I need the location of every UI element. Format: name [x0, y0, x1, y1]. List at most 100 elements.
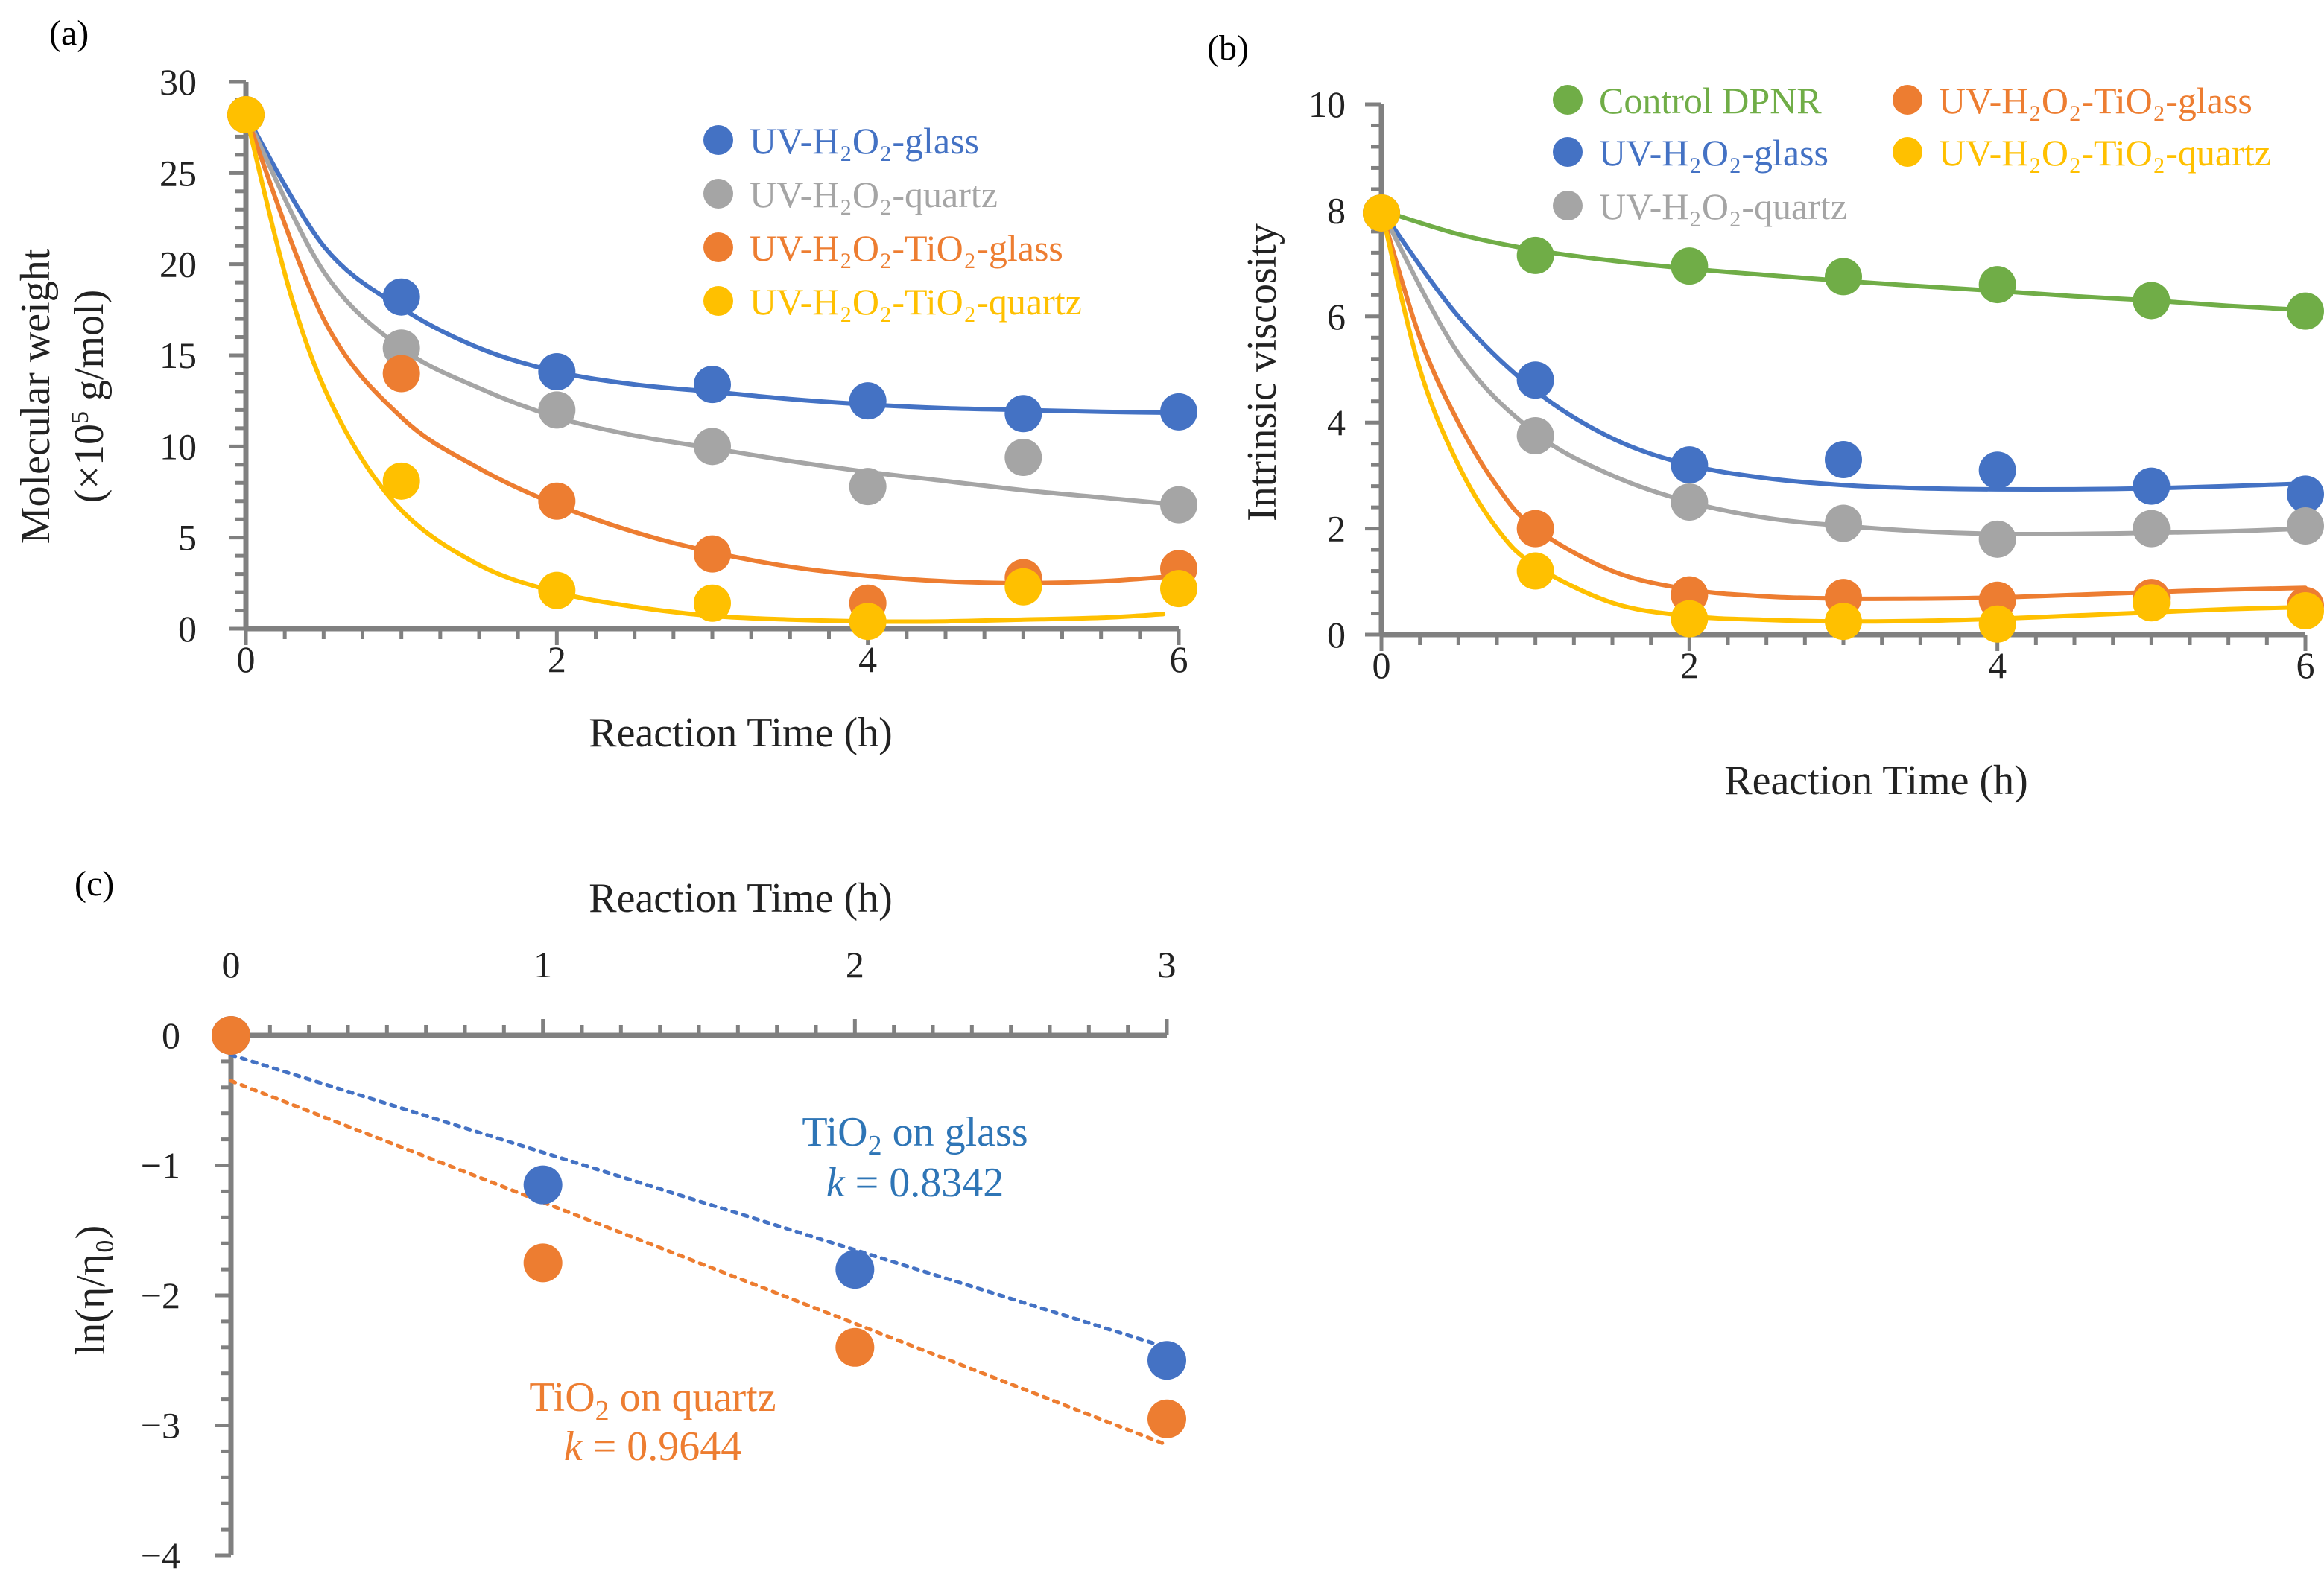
- point-b-glass: [1671, 446, 1709, 484]
- point-b-tio2_quartz: [1363, 194, 1400, 232]
- annotation-glass-k: k = 0.8342: [826, 1160, 1004, 1206]
- legend-a-glass-label: UV-H₂O₂-glass: [750, 120, 979, 162]
- panel-a-ylabel-sup: 5: [66, 411, 94, 424]
- annotation-glass-name-suffix: on glass: [882, 1109, 1028, 1155]
- panel-c: (c) Reaction Time (h) 0 1 2 3 0 −1 −2 −3 −4 ln(η…: [68, 864, 1186, 1571]
- panel-c-x-tick-label: 3: [1158, 944, 1177, 986]
- panel-c-ylabel: ln(η/η₀): [68, 1225, 114, 1356]
- point-b-glass: [1516, 361, 1554, 399]
- panel-b-x-tick-label: 6: [2296, 644, 2315, 686]
- point-b-tio2_quartz: [1671, 600, 1709, 638]
- point-b-tio2_quartz: [1978, 605, 2016, 643]
- panel-c-x-tick-label: 2: [846, 944, 864, 986]
- annotation-glass-name: TiO2 on glass: [802, 1109, 1028, 1161]
- annotation-quartz-k-label: k: [564, 1424, 583, 1470]
- fit-curve-b-tio2_quartz: [1379, 208, 2308, 624]
- legend-a-tio2-glass-marker: [703, 232, 733, 262]
- panel-b-y-tick-label: 0: [1327, 614, 1346, 656]
- panel-a-tick-labels: 0 2 4 6 0 5 10 15 20 25 30: [159, 61, 1188, 680]
- annotation-quartz-k-value: = 0.9644: [583, 1424, 742, 1470]
- point-a-tio2_quartz: [1004, 568, 1042, 606]
- point-c-quartz: [212, 1016, 250, 1055]
- point-b-quartz: [1516, 417, 1554, 454]
- point-b-quartz: [1671, 483, 1709, 521]
- panel-c-data-points: [212, 1016, 1186, 1438]
- point-a-tio2_quartz: [849, 603, 887, 641]
- panel-c-trendlines: [229, 1053, 1169, 1447]
- annotation-quartz-name-suffix: on quartz: [610, 1374, 776, 1421]
- legend-b-glass-label: UV-H₂O₂-glass: [1599, 132, 1829, 174]
- panel-c-x-tick-label: 1: [533, 944, 552, 986]
- panel-a-legend: UV-H₂O₂-glass UV-H₂O₂-quartz UV-H₂O₂-TiO…: [703, 120, 1082, 323]
- point-b-control: [2133, 282, 2171, 320]
- point-a-tio2_quartz: [382, 462, 420, 500]
- legend-a-glass-marker: [703, 125, 733, 155]
- panel-a-y-tick-label: 0: [178, 608, 197, 650]
- point-c-glass: [1147, 1341, 1186, 1380]
- point-b-quartz: [2133, 510, 2171, 548]
- legend-a-quartz-label: UV-H₂O₂-quartz: [750, 174, 998, 215]
- panel-c-y-tick-label: −3: [141, 1405, 180, 1447]
- legend-b-quartz-label: UV-H₂O₂-quartz: [1599, 185, 1847, 227]
- panel-c-y-tick-label: −4: [141, 1534, 180, 1571]
- panel-c-xlabel: Reaction Time (h): [589, 875, 893, 921]
- point-a-tio2_quartz: [1160, 570, 1197, 608]
- point-a-quartz: [382, 329, 420, 367]
- panel-b-y-tick-label: 4: [1327, 402, 1346, 443]
- fit-curve-b-tio2_glass: [1379, 208, 2308, 601]
- panel-b-y-tick-label: 8: [1327, 189, 1346, 231]
- panel-a-y-tick-label: 10: [159, 425, 197, 467]
- panel-a-x-tick-label: 6: [1170, 638, 1188, 680]
- point-a-tio2_glass: [694, 535, 731, 573]
- panel-a-x-tick-label: 0: [237, 638, 256, 680]
- panel-b-tick-labels: 0 2 4 6 0 2 4 6 8 10: [1308, 83, 2315, 686]
- point-b-tio2_quartz: [2133, 584, 2171, 622]
- annotation-quartz-name-sub: 2: [595, 1395, 610, 1426]
- panel-c-x-tick-label: 0: [222, 944, 241, 986]
- point-a-glass: [1004, 395, 1042, 433]
- fit-curve-a-tio2_quartz: [244, 112, 1166, 624]
- panel-b-x-tick-label: 2: [1680, 644, 1699, 686]
- point-a-glass: [849, 382, 887, 420]
- trendline-c-quartz: [229, 1079, 1169, 1447]
- panel-b-legend: Control DPNR UV-H₂O₂-TiO₂-glass UV-H₂O₂-…: [1553, 80, 2271, 227]
- legend-b-quartz-marker: [1553, 191, 1583, 220]
- point-b-glass: [2133, 467, 2171, 505]
- panel-a-label: (a): [49, 13, 89, 53]
- panel-a-y-tick-label: 5: [178, 517, 197, 559]
- annotation-quartz-name-prefix: TiO: [529, 1374, 595, 1421]
- point-a-quartz: [1004, 439, 1042, 477]
- point-a-quartz: [538, 391, 576, 429]
- annotation-glass-k-label: k: [826, 1160, 846, 1206]
- point-c-glass: [835, 1250, 875, 1289]
- panel-a-y-tick-label: 25: [159, 152, 197, 194]
- panel-a-y-tick-label: 20: [159, 244, 197, 285]
- panel-c-tick-labels: 0 1 2 3 0 −1 −2 −3 −4: [141, 944, 1177, 1571]
- point-c-quartz: [1147, 1399, 1186, 1438]
- point-b-tio2_quartz: [1825, 603, 1862, 641]
- point-b-glass: [1978, 451, 2016, 489]
- point-b-control: [2287, 292, 2324, 330]
- panel-c-y-tick-label: −2: [141, 1275, 180, 1316]
- panel-a-y-tick-label: 15: [159, 334, 197, 376]
- panel-b-y-tick-label: 2: [1327, 508, 1346, 550]
- point-a-glass: [694, 366, 731, 404]
- point-a-glass: [538, 353, 576, 391]
- panel-a-ylabel-suffix: g/mol): [66, 290, 113, 411]
- panel-a-ylabel-prefix: (×10: [66, 424, 113, 503]
- panel-b-y-tick-label: 10: [1308, 83, 1346, 125]
- panel-a-x-tick-label: 4: [858, 638, 877, 680]
- point-a-tio2_quartz: [227, 96, 265, 134]
- legend-b-glass-marker: [1553, 137, 1583, 167]
- panel-a-ylabel-line1: Molecular weight: [13, 248, 59, 544]
- point-b-quartz: [2287, 507, 2324, 545]
- panel-b-ylabel: Intrinsic viscosity: [1239, 223, 1285, 521]
- point-b-control: [1825, 258, 1862, 296]
- panel-b-xlabel: Reaction Time (h): [1724, 758, 2028, 804]
- annotation-quartz-k: k = 0.9644: [564, 1424, 741, 1470]
- panel-b-x-tick-label: 4: [1988, 644, 2007, 686]
- point-a-glass: [1160, 393, 1197, 431]
- panel-b-label: (b): [1207, 28, 1249, 68]
- legend-a-tio2-quartz-marker: [703, 286, 733, 316]
- panel-a-x-tick-label: 2: [548, 638, 566, 680]
